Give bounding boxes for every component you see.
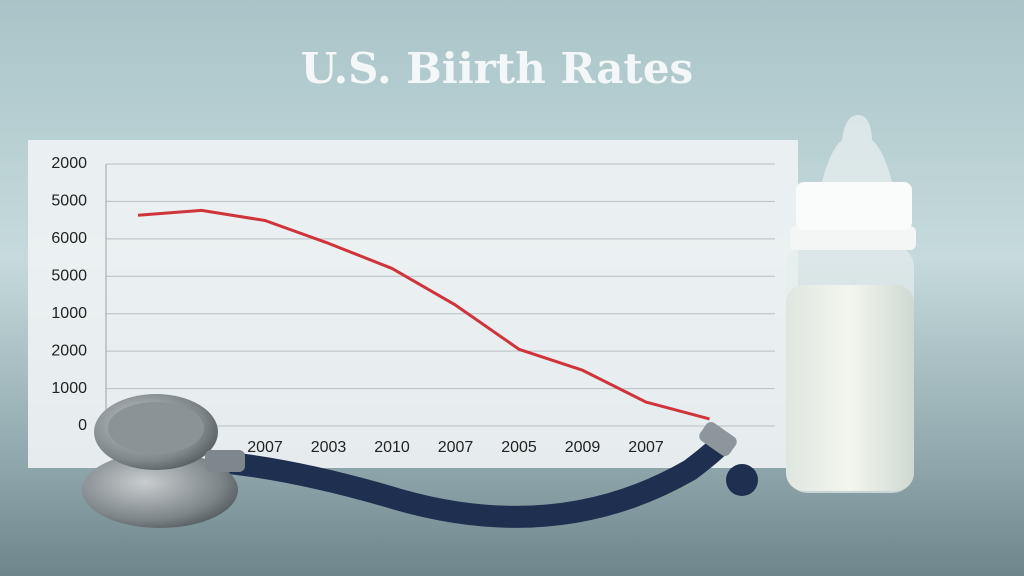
x-tick-label: 2007 (247, 439, 283, 456)
x-tick-label: 2010 (374, 439, 410, 456)
y-tick-label: 1000 (51, 380, 87, 397)
y-tick-label: 5000 (51, 268, 87, 285)
y-tick-label: 1000 (51, 305, 87, 322)
stethoscope (82, 394, 758, 528)
chart-title: U.S. Biirth Rates (301, 44, 693, 93)
x-tick-label: 2005 (501, 439, 537, 456)
y-tick-label: 2000 (51, 155, 87, 172)
x-tick-label: 2009 (565, 439, 601, 456)
x-tick-label: 2007 (438, 439, 474, 456)
y-tick-label: 5000 (51, 193, 87, 210)
data-line (137, 208, 710, 421)
x-tick-label: 2003 (311, 439, 347, 456)
y-tick-label: 6000 (51, 230, 87, 247)
x-tick-label: 2007 (628, 439, 664, 456)
baby-bottle (786, 115, 916, 493)
y-tick-label: 2000 (51, 342, 87, 359)
y-tick-label: 0 (78, 417, 87, 434)
